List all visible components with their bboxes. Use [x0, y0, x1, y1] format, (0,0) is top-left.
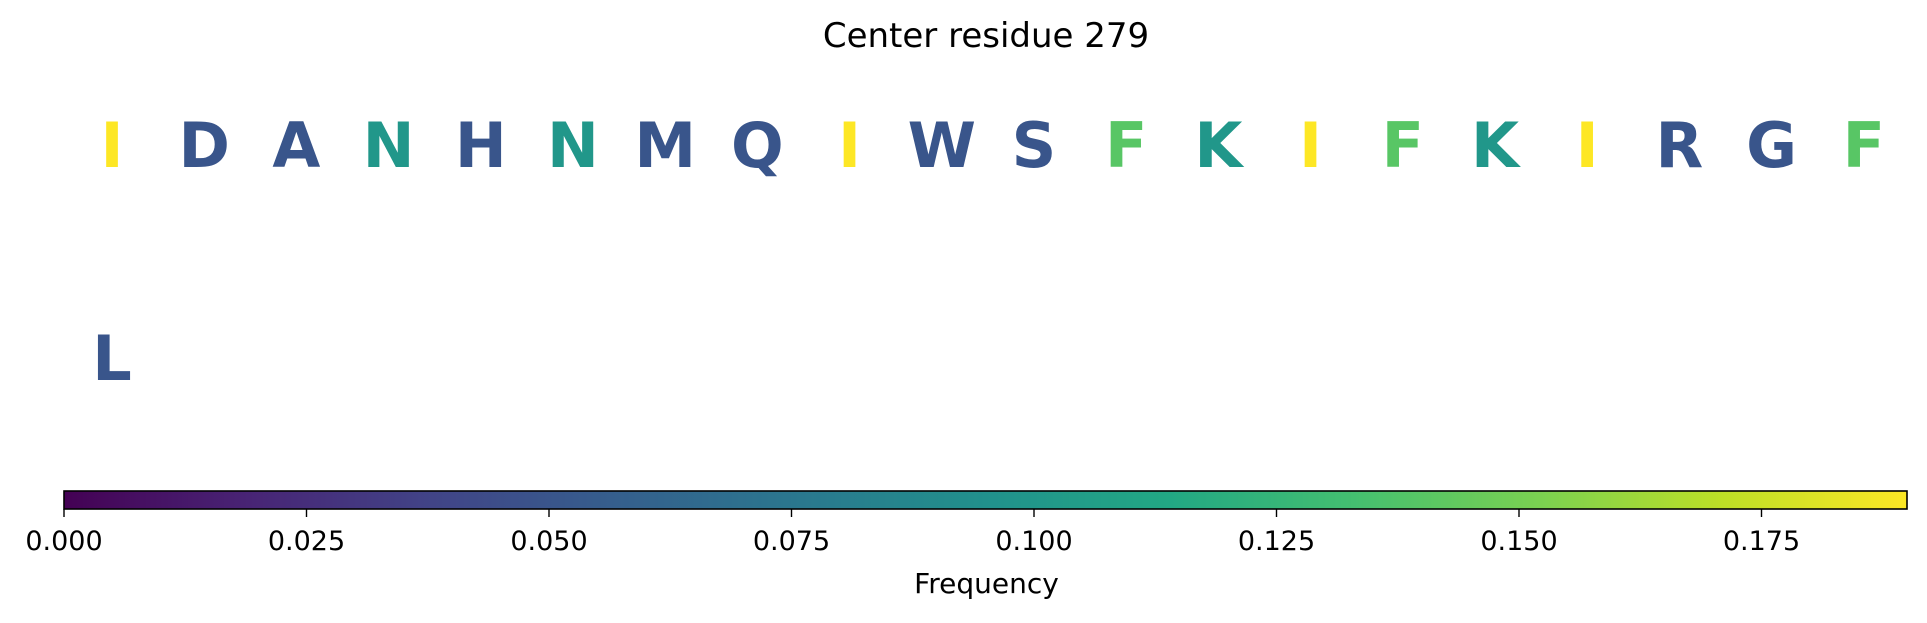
residue-letter: K: [1471, 109, 1521, 182]
residue-letter: F: [1843, 109, 1885, 182]
colorbar: 0.000 0.025 0.050 0.075 0.100 0.125 0.150 0.175…: [25, 490, 1908, 600]
colorbar-tick-label: 0.075: [753, 526, 830, 557]
colorbar-tick-label: 0.000: [25, 526, 102, 557]
chart-title: Center residue 279: [823, 16, 1149, 56]
residue-letters: I D A N H N M Q I W S F K I F K I R G FL: [92, 109, 1885, 395]
residue-letter: A: [272, 109, 320, 182]
residue-letter: Q: [731, 109, 784, 182]
residue-letter: L: [92, 322, 132, 395]
residue-letter: G: [1746, 109, 1797, 182]
residue-letter: W: [908, 109, 976, 182]
colorbar-tick-label: 0.100: [995, 526, 1072, 557]
residue-letter: H: [455, 109, 507, 182]
colorbar-tick-label: 0.025: [268, 526, 345, 557]
colorbar-gradient: [63, 490, 1908, 510]
colorbar-tick-label: 0.125: [1238, 526, 1315, 557]
residue-letter: I: [100, 109, 123, 182]
residue-letter: M: [634, 109, 696, 182]
residue-letter: N: [363, 109, 415, 182]
residue-letter: I: [1576, 109, 1599, 182]
residue-letter: F: [1382, 109, 1424, 182]
residue-letter: K: [1194, 109, 1244, 182]
residue-letter: D: [178, 109, 229, 182]
residue-letter: F: [1105, 109, 1147, 182]
residue-letter: N: [547, 109, 599, 182]
residue-letter: I: [1299, 109, 1322, 182]
residue-letter: I: [838, 109, 861, 182]
colorbar-label: Frequency: [914, 567, 1059, 600]
colorbar-tick-label: 0.150: [1480, 526, 1557, 557]
residue-letter: S: [1012, 109, 1057, 182]
colorbar-tick-label: 0.175: [1723, 526, 1800, 557]
residue-letter: R: [1656, 109, 1704, 182]
colorbar-tick-label: 0.050: [510, 526, 587, 557]
